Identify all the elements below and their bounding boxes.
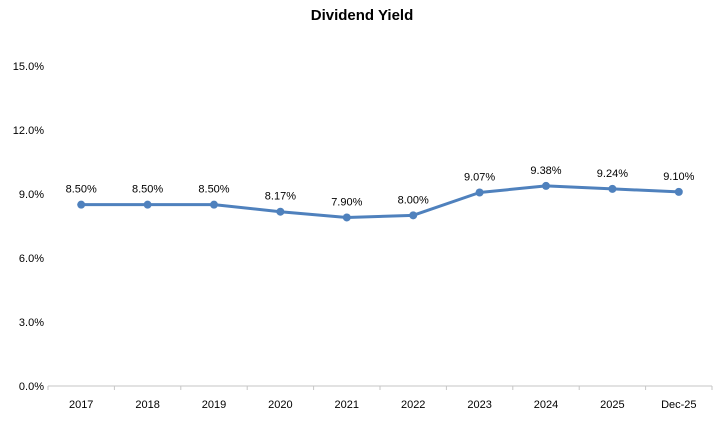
y-axis-tick-label: 12.0% — [13, 125, 44, 137]
data-point-marker — [210, 200, 218, 209]
x-axis-category-label: 2019 — [202, 399, 226, 411]
y-axis-tick-label: 6.0% — [19, 253, 44, 265]
x-axis-category-label: 2021 — [335, 399, 359, 411]
data-point-marker — [409, 211, 418, 220]
data-point-marker — [475, 188, 484, 197]
data-point-marker — [77, 200, 86, 209]
data-point-marker — [674, 187, 683, 196]
data-point-label: 8.00% — [398, 194, 429, 206]
x-axis-category-label: 2018 — [135, 399, 159, 411]
x-axis-category-label: 2023 — [467, 399, 491, 411]
y-axis-tick-label: 15.0% — [13, 61, 44, 73]
x-axis-category-label: 2025 — [600, 399, 624, 411]
data-point-label: 9.38% — [530, 165, 561, 177]
x-axis-category-label: 2024 — [534, 399, 558, 411]
data-point-label: 9.24% — [597, 168, 628, 180]
data-point-label: 9.10% — [663, 171, 694, 183]
chart-title: Dividend Yield — [310, 7, 414, 24]
data-point-label: 9.07% — [464, 172, 495, 184]
data-point-marker — [276, 207, 285, 216]
data-point-marker — [542, 181, 550, 190]
x-axis-category-label: 2020 — [268, 399, 292, 411]
data-point-marker — [608, 184, 617, 193]
series-line — [79, 184, 681, 219]
y-axis-tick-label: 3.0% — [19, 317, 44, 329]
x-axis-category-label: 2022 — [401, 399, 425, 411]
data-point-label: 8.50% — [66, 184, 97, 196]
x-axis-category-label: 2017 — [69, 399, 93, 411]
data-point-label: 8.17% — [265, 191, 296, 203]
data-point-marker — [342, 213, 351, 222]
data-point-marker — [143, 200, 152, 209]
data-point-label: 8.50% — [198, 184, 229, 196]
y-axis-tick-label: 0.0% — [19, 381, 44, 393]
x-axis-category-label: Dec-25 — [661, 399, 696, 411]
y-axis-tick-label: 9.0% — [19, 189, 44, 201]
data-point-label: 7.90% — [331, 196, 362, 208]
data-point-label: 8.50% — [132, 184, 163, 196]
